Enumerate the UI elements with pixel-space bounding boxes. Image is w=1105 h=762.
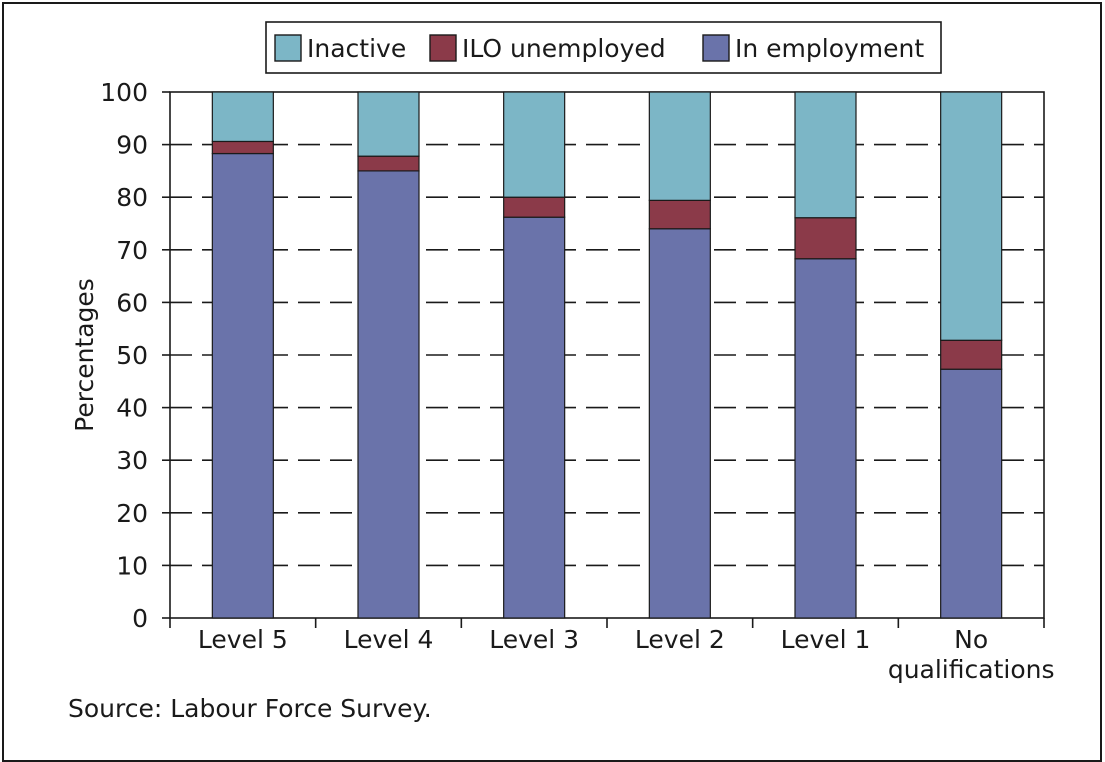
bar-segment	[794, 258, 857, 619]
bar-segment	[940, 368, 1003, 619]
bar-segment	[211, 140, 274, 155]
bar-segment	[940, 339, 1003, 370]
legend-swatch	[274, 34, 302, 62]
y-tick-label: 30	[116, 446, 148, 475]
x-tick-label: Level 2	[635, 625, 725, 654]
y-tick-label: 70	[116, 236, 148, 265]
y-tick-label: 50	[116, 341, 148, 370]
stacked-bar-chart: 0 10 20 30 40 50 60 70 80 90 100 Level 5 Level 4 Leve…	[70, 21, 1055, 684]
legend-swatch	[702, 34, 730, 62]
x-tick-label: Level 3	[489, 625, 579, 654]
y-tick-label: 0	[132, 604, 148, 633]
y-tick-label: 20	[116, 499, 148, 528]
x-tick-label: Level 5	[198, 625, 288, 654]
bar-segment	[211, 152, 274, 619]
legend	[265, 21, 942, 74]
x-tick-label: Level 1	[781, 625, 871, 654]
bar-segment	[503, 91, 566, 198]
bar-segment	[503, 216, 566, 619]
y-tick-label: 60	[116, 288, 148, 317]
source-note: Source: Labour Force Survey.	[68, 694, 432, 723]
bar-segment	[648, 91, 711, 201]
bar-segment	[794, 91, 857, 219]
legend-label: Inactive	[307, 34, 406, 63]
y-tick-label: 10	[116, 551, 148, 580]
legend-label: In employment	[735, 34, 924, 63]
bar-segment	[648, 199, 711, 230]
legend-label: ILO unemployed	[462, 34, 666, 63]
bar-segment	[794, 217, 857, 260]
bar-segment	[357, 170, 420, 619]
y-axis-title: Percentages	[70, 278, 99, 432]
bar-segment	[648, 228, 711, 619]
y-tick-label: 90	[116, 131, 148, 160]
bar-segment	[357, 91, 420, 157]
y-tick-label: 100	[100, 78, 148, 107]
bar-segment	[503, 196, 566, 218]
x-tick-label: Level 4	[344, 625, 434, 654]
bar-segment	[940, 91, 1003, 341]
bar-segment	[211, 91, 274, 143]
y-tick-label: 40	[116, 394, 148, 423]
bar-segment	[357, 155, 420, 172]
x-tick-label: No	[954, 625, 988, 654]
y-tick-label: 80	[116, 183, 148, 212]
x-tick-label: qualifications	[888, 655, 1055, 684]
legend-swatch	[429, 34, 457, 62]
